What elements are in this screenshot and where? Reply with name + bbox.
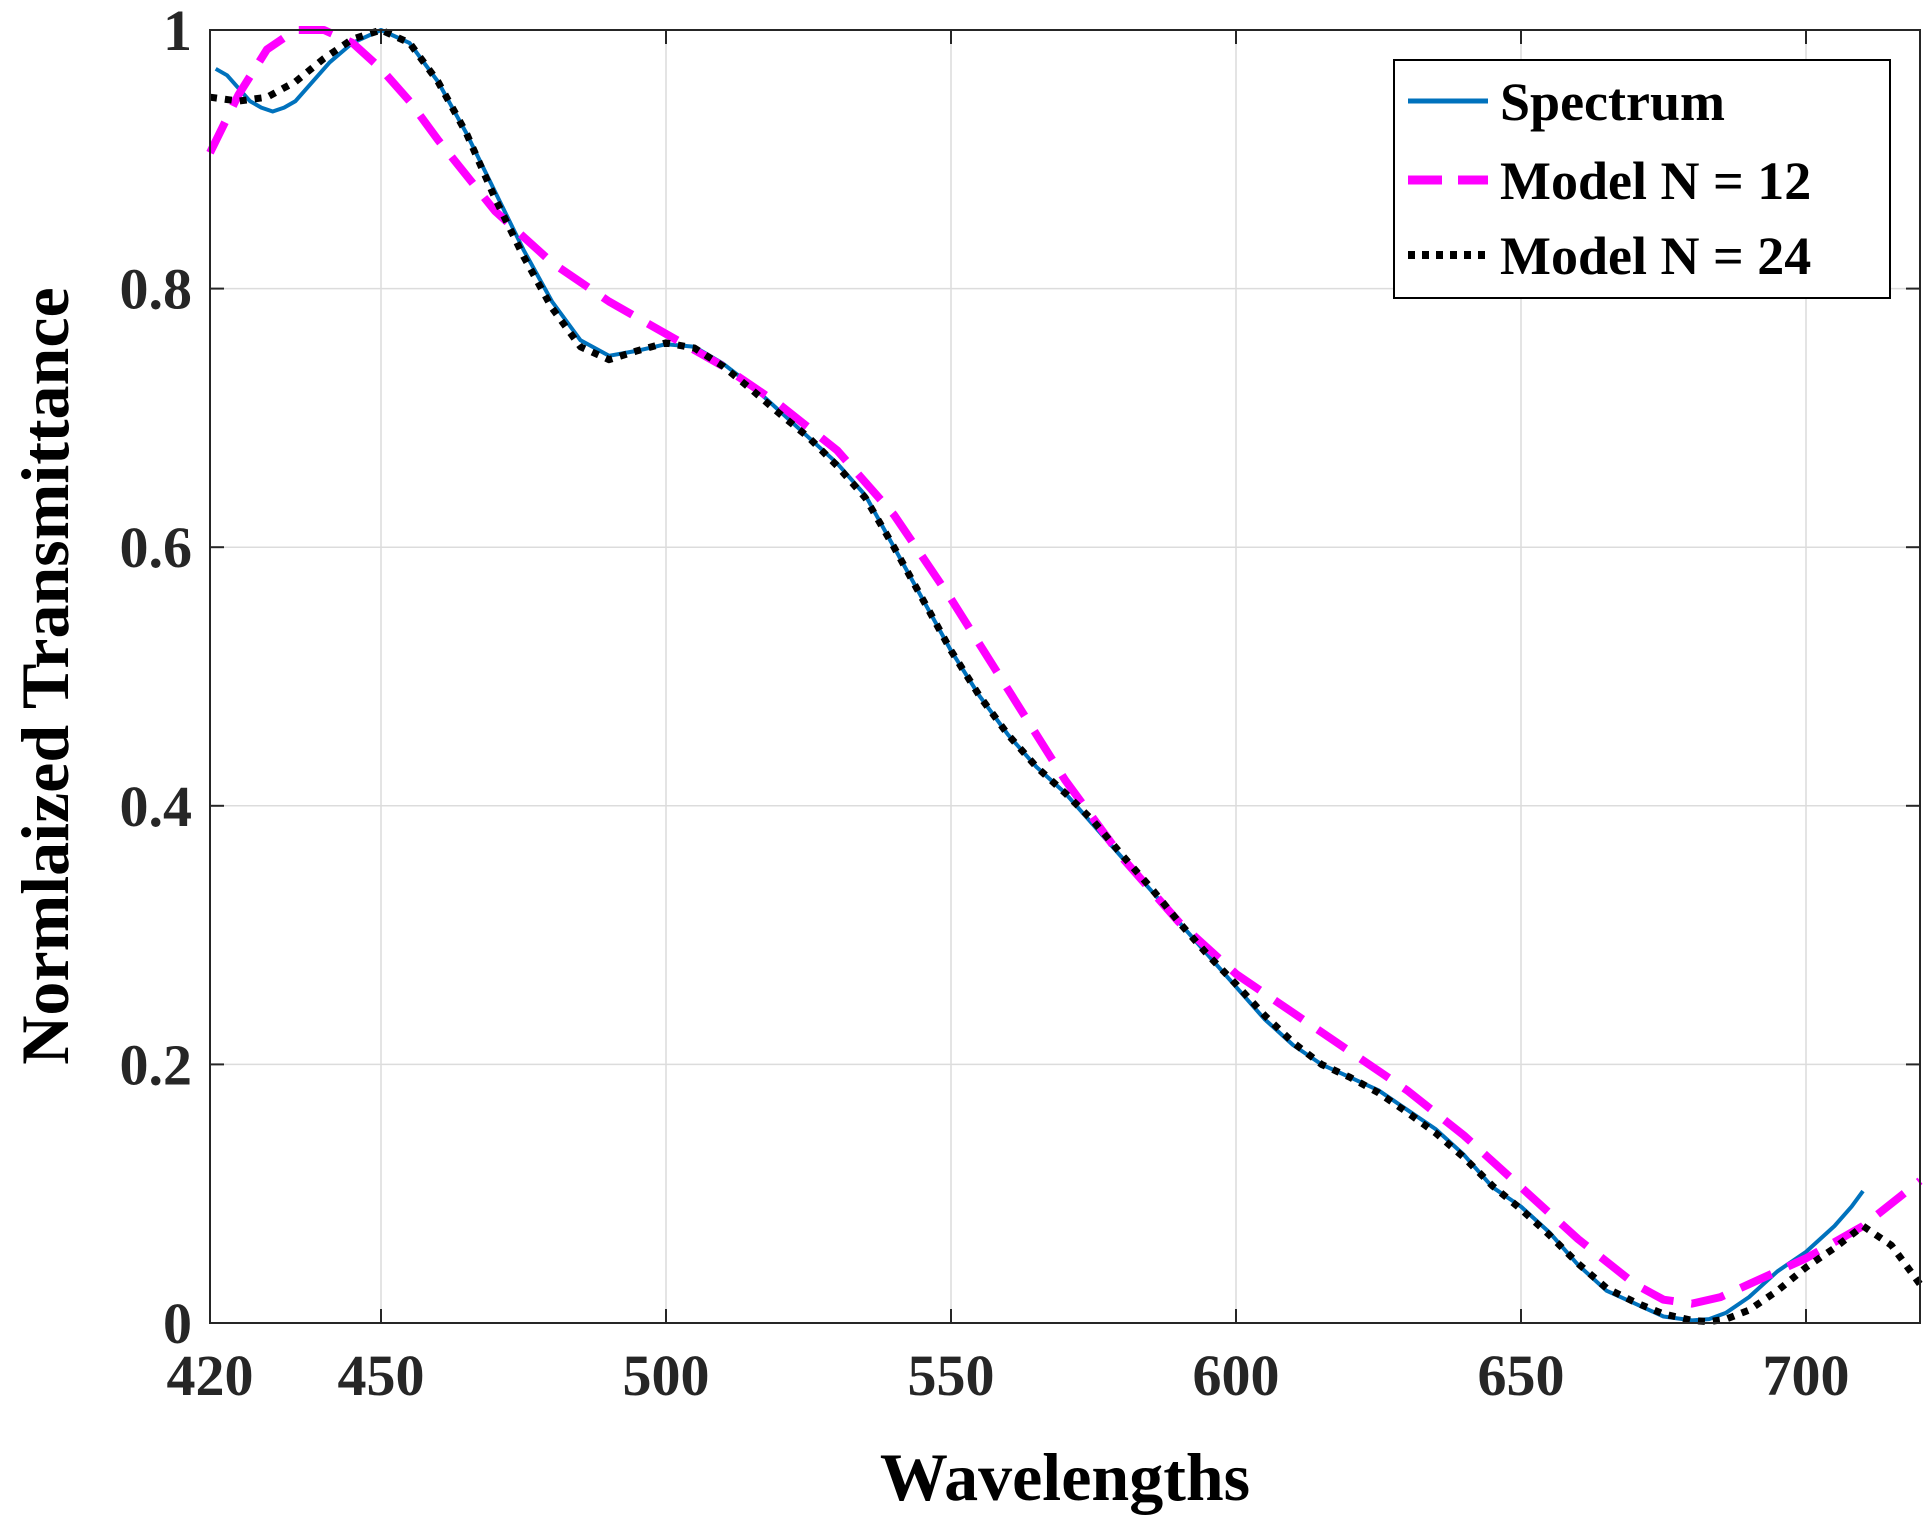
x-tick-label: 700 xyxy=(1763,1343,1850,1408)
legend-label-spectrum: Spectrum xyxy=(1500,72,1725,132)
y-tick-label: 1 xyxy=(163,0,192,63)
x-tick-label: 650 xyxy=(1478,1343,1565,1408)
series-lines xyxy=(206,26,1923,1326)
y-tick-label: 0.6 xyxy=(120,515,193,580)
legend-label-model-n-24: Model N = 24 xyxy=(1500,226,1811,286)
series-line-model-n-24 xyxy=(209,26,1923,1326)
y-tick-label: 0 xyxy=(163,1291,192,1356)
x-tick-label: 450 xyxy=(338,1343,425,1408)
x-axis-label: Wavelengths xyxy=(880,1439,1250,1515)
x-tick-label: 500 xyxy=(623,1343,710,1408)
series-line-model-n-12 xyxy=(206,26,1923,1308)
tick-labels: 420 450 500 550 600 650 700 0 0.2 0.4 0.6 0.8 1 xyxy=(120,0,1850,1408)
plot-frame xyxy=(209,29,1921,1324)
x-tick-label: 600 xyxy=(1193,1343,1280,1408)
y-axis-label: Normlaized Transmittance xyxy=(7,287,83,1064)
y-tick-label: 0.2 xyxy=(120,1032,193,1097)
y-tick-label: 0.4 xyxy=(120,774,193,839)
legend: Spectrum Model N = 12 Model N = 24 xyxy=(1393,59,1891,299)
x-tick-label: 550 xyxy=(908,1343,995,1408)
ticks xyxy=(209,29,1920,1324)
y-tick-label: 0.8 xyxy=(120,257,193,322)
legend-label-model-n-12: Model N = 12 xyxy=(1500,151,1811,211)
x-tick-label: 420 xyxy=(167,1343,254,1408)
